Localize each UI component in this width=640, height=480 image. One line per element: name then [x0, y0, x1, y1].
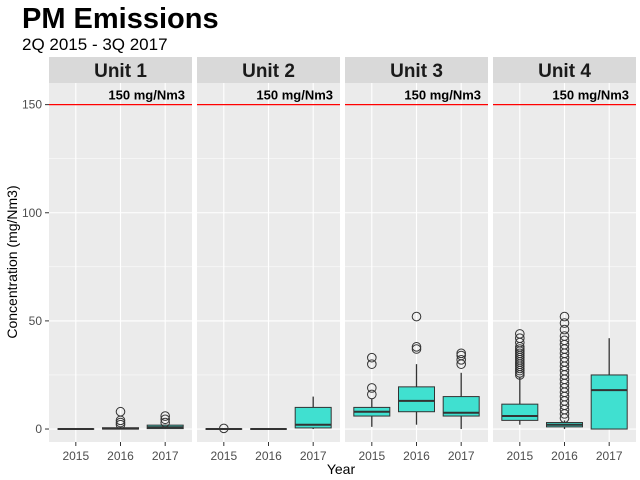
outlier-point	[515, 344, 525, 354]
outlier-point	[559, 324, 570, 335]
outlier-point	[411, 311, 422, 322]
outlier-point	[367, 383, 377, 393]
outlier-point	[115, 417, 126, 428]
x-tick-label: 2015	[210, 449, 237, 463]
reference-line-label: 150 mg/Nm3	[108, 88, 185, 103]
box-iqr	[442, 396, 480, 417]
outlier-point	[367, 359, 377, 369]
box-iqr	[590, 374, 628, 430]
x-tick-label: 2016	[255, 449, 282, 463]
outlier-point	[515, 329, 525, 339]
facet-strip	[345, 57, 488, 83]
outlier-point	[160, 417, 170, 428]
outlier-point	[559, 331, 570, 341]
y-axis-title: Concentration (mg/Nm3)	[4, 185, 20, 338]
outlier-point	[160, 414, 170, 425]
x-tick-label: 2016	[551, 449, 578, 463]
x-tick-label: 2015	[506, 449, 533, 463]
facet-label: Unit 1	[94, 61, 147, 82]
x-tick-label: 2016	[107, 449, 134, 463]
outlier-point	[515, 333, 525, 343]
outlier-point	[559, 318, 570, 328]
outlier-point	[559, 335, 570, 346]
y-tick-label: 150	[22, 98, 42, 112]
outlier-point	[115, 406, 126, 417]
outlier-point	[456, 350, 466, 361]
chart-subtitle: 2Q 2015 - 3Q 2017	[22, 35, 168, 54]
box-iqr	[501, 403, 539, 421]
outlier-point	[367, 389, 377, 400]
facet-label: Unit 2	[242, 61, 295, 82]
outlier-point	[411, 342, 422, 352]
facet-strip	[197, 57, 340, 83]
x-tick-label: 2017	[448, 449, 475, 463]
facet-label: Unit 4	[538, 61, 591, 82]
y-tick-label: 100	[22, 206, 42, 220]
outlier-point	[219, 423, 229, 434]
x-tick-label: 2017	[300, 449, 327, 463]
facet-strip	[49, 57, 192, 83]
outlier-point	[559, 311, 570, 322]
box-iqr	[294, 406, 332, 429]
reference-line-label: 150 mg/Nm3	[256, 88, 333, 103]
outlier-point	[515, 348, 525, 359]
outlier-point	[456, 348, 466, 359]
outlier-point	[160, 411, 170, 421]
chart-title: PM Emissions	[22, 3, 219, 35]
reference-line-label: 150 mg/Nm3	[552, 88, 629, 103]
x-tick-label: 2016	[403, 449, 430, 463]
outlier-point	[411, 344, 422, 354]
x-tick-label: 2015	[358, 449, 385, 463]
x-tick-label: 2015	[62, 449, 89, 463]
outlier-point	[456, 355, 466, 365]
facet-strip	[493, 57, 636, 83]
x-tick-label: 2017	[596, 449, 623, 463]
plot-area: Unit 1 150 mg/Nm3 2015 2016 2017 Unit 2 150 mg…	[22, 57, 636, 463]
y-tick-label: 0	[35, 422, 42, 436]
reference-line-label: 150 mg/Nm3	[404, 88, 481, 103]
x-axis-title: Year	[327, 461, 356, 477]
outlier-point	[367, 352, 377, 363]
facet-label: Unit 3	[390, 61, 443, 82]
box-iqr	[398, 386, 435, 413]
outlier-point	[115, 419, 126, 430]
y-tick-label: 50	[29, 314, 43, 328]
x-tick-label: 2017	[152, 449, 179, 463]
